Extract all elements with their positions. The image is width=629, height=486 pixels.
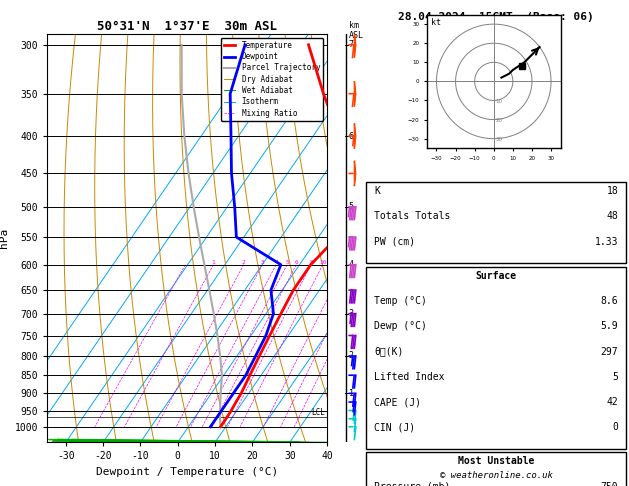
Text: km
ASL: km ASL (349, 21, 364, 40)
Polygon shape (354, 161, 356, 186)
Text: 4: 4 (274, 260, 278, 265)
Text: 42: 42 (606, 397, 618, 407)
Text: 30: 30 (496, 137, 503, 142)
Text: 6: 6 (349, 132, 354, 140)
Bar (366, 452, 626, 486)
Text: 0: 0 (613, 422, 618, 433)
X-axis label: Dewpoint / Temperature (°C): Dewpoint / Temperature (°C) (96, 467, 278, 477)
Text: 1.33: 1.33 (595, 237, 618, 247)
Text: 8: 8 (309, 260, 313, 265)
Legend: Temperature, Dewpoint, Parcel Trajectory, Dry Adiabat, Wet Adiabat, Isotherm, Mi: Temperature, Dewpoint, Parcel Trajectory… (221, 38, 323, 121)
Text: Pressure (mb): Pressure (mb) (374, 482, 450, 486)
Text: θᴄ(K): θᴄ(K) (374, 347, 404, 357)
Text: Totals Totals: Totals Totals (374, 211, 450, 222)
Text: 1: 1 (349, 389, 354, 398)
Y-axis label: hPa: hPa (0, 228, 9, 248)
Text: CAPE (J): CAPE (J) (374, 397, 421, 407)
Text: 7: 7 (349, 40, 354, 49)
Text: 5.9: 5.9 (601, 321, 618, 331)
Text: 8.6: 8.6 (601, 296, 618, 306)
Text: 5: 5 (285, 260, 289, 265)
Text: 1: 1 (211, 260, 215, 265)
Text: 5: 5 (613, 372, 618, 382)
Text: 28.04.2024  15GMT  (Base: 06): 28.04.2024 15GMT (Base: 06) (398, 12, 594, 22)
Polygon shape (354, 123, 356, 149)
Bar (366, 182, 626, 263)
Text: CIN (J): CIN (J) (374, 422, 415, 433)
Text: © weatheronline.co.uk: © weatheronline.co.uk (440, 471, 553, 480)
Text: Lifted Index: Lifted Index (374, 372, 445, 382)
Text: 10: 10 (319, 260, 326, 265)
Text: LCL: LCL (311, 408, 325, 417)
Text: PW (cm): PW (cm) (374, 237, 415, 247)
Text: 3: 3 (349, 309, 354, 318)
Bar (366, 267, 626, 449)
Polygon shape (354, 32, 356, 57)
Text: 297: 297 (601, 347, 618, 357)
Text: 48: 48 (606, 211, 618, 222)
Text: kt: kt (431, 18, 441, 27)
Text: 2: 2 (349, 351, 354, 361)
Text: Surface: Surface (476, 271, 517, 281)
Text: 750: 750 (601, 482, 618, 486)
Text: Dewp (°C): Dewp (°C) (374, 321, 427, 331)
Text: 6: 6 (294, 260, 298, 265)
Text: 20: 20 (496, 118, 503, 122)
Text: 10: 10 (496, 99, 503, 104)
Text: 4: 4 (349, 260, 354, 269)
Text: 18: 18 (606, 186, 618, 196)
Text: K: K (374, 186, 380, 196)
Text: Most Unstable: Most Unstable (458, 456, 535, 467)
Text: 2: 2 (242, 260, 245, 265)
Text: 3: 3 (260, 260, 264, 265)
Polygon shape (354, 81, 356, 106)
Title: 50°31'N  1°37'E  30m ASL: 50°31'N 1°37'E 30m ASL (97, 20, 277, 33)
Text: 5: 5 (349, 202, 354, 211)
Text: Temp (°C): Temp (°C) (374, 296, 427, 306)
